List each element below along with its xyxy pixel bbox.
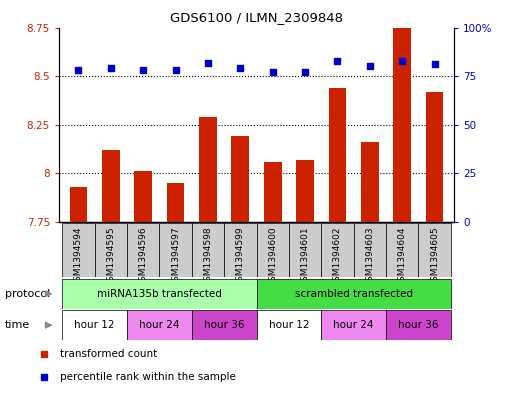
- Bar: [386, 223, 419, 277]
- Point: [398, 57, 406, 64]
- Text: GSM1394599: GSM1394599: [236, 227, 245, 287]
- Bar: [426, 92, 443, 222]
- Text: GSM1394600: GSM1394600: [268, 227, 277, 287]
- Point: [366, 63, 374, 70]
- Point: [107, 65, 115, 72]
- Point: [139, 67, 147, 73]
- Bar: [296, 160, 314, 222]
- Bar: [393, 28, 411, 222]
- Bar: [231, 136, 249, 222]
- Text: hour 24: hour 24: [139, 320, 180, 330]
- Bar: [62, 310, 127, 340]
- Bar: [256, 310, 321, 340]
- Bar: [386, 310, 451, 340]
- Text: GSM1394601: GSM1394601: [301, 227, 309, 287]
- Text: GSM1394605: GSM1394605: [430, 227, 439, 287]
- Text: GSM1394598: GSM1394598: [204, 227, 212, 287]
- Bar: [321, 310, 386, 340]
- Point: [171, 67, 180, 73]
- Text: hour 12: hour 12: [74, 320, 115, 330]
- Point: [301, 69, 309, 75]
- Bar: [224, 223, 256, 277]
- Bar: [62, 223, 94, 277]
- Text: GSM1394603: GSM1394603: [365, 227, 374, 287]
- Point: [204, 59, 212, 66]
- Point: [74, 67, 83, 73]
- Bar: [160, 223, 192, 277]
- Bar: [70, 187, 87, 222]
- Bar: [167, 183, 185, 222]
- Bar: [264, 162, 282, 222]
- Bar: [192, 310, 256, 340]
- Bar: [192, 223, 224, 277]
- Text: percentile rank within the sample: percentile rank within the sample: [61, 372, 236, 382]
- Point: [236, 65, 244, 72]
- Point: [333, 57, 342, 64]
- Text: GSM1394594: GSM1394594: [74, 227, 83, 287]
- Bar: [199, 117, 217, 222]
- Bar: [127, 310, 192, 340]
- Bar: [134, 171, 152, 222]
- Bar: [328, 88, 346, 222]
- Bar: [419, 223, 451, 277]
- Text: GSM1394604: GSM1394604: [398, 227, 407, 287]
- Bar: [256, 223, 289, 277]
- Bar: [94, 223, 127, 277]
- Text: hour 12: hour 12: [269, 320, 309, 330]
- Bar: [102, 150, 120, 222]
- Text: time: time: [5, 320, 30, 330]
- Text: transformed count: transformed count: [61, 349, 157, 359]
- Text: miRNA135b transfected: miRNA135b transfected: [97, 289, 222, 299]
- Text: GSM1394596: GSM1394596: [139, 227, 148, 287]
- Bar: [353, 223, 386, 277]
- Bar: [289, 223, 321, 277]
- Point: [269, 69, 277, 75]
- Point: [430, 61, 439, 68]
- Bar: [127, 223, 160, 277]
- Text: GSM1394595: GSM1394595: [106, 227, 115, 287]
- Text: scrambled transfected: scrambled transfected: [294, 289, 412, 299]
- Bar: [62, 279, 256, 309]
- Text: hour 36: hour 36: [398, 320, 439, 330]
- Title: GDS6100 / ILMN_2309848: GDS6100 / ILMN_2309848: [170, 11, 343, 24]
- Text: hour 24: hour 24: [333, 320, 374, 330]
- Bar: [321, 223, 353, 277]
- Bar: [361, 142, 379, 222]
- Text: GSM1394602: GSM1394602: [333, 227, 342, 287]
- Bar: [256, 279, 451, 309]
- Text: hour 36: hour 36: [204, 320, 244, 330]
- Text: GSM1394597: GSM1394597: [171, 227, 180, 287]
- Text: protocol: protocol: [5, 289, 50, 299]
